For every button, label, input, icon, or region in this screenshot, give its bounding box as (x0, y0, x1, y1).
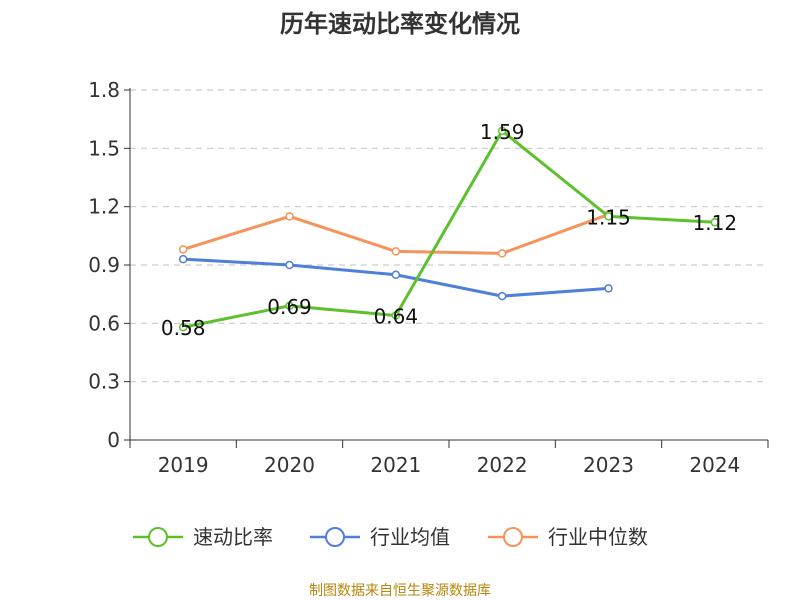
data-point[interactable] (285, 212, 294, 221)
data-point[interactable] (604, 284, 613, 293)
data-label: 1.59 (480, 120, 525, 144)
chart-title: 历年速动比率变化情况 (280, 10, 520, 38)
data-point[interactable] (391, 311, 401, 320)
legend-marker (148, 527, 168, 547)
data-point[interactable] (497, 249, 507, 258)
legend[interactable]: 速动比率 行业均值 行业中位数 (133, 525, 648, 549)
y-tick-label: 1.8 (88, 78, 120, 102)
data-point[interactable] (285, 260, 294, 270)
x-tick-label: 2019 (158, 453, 209, 477)
data-point[interactable] (497, 126, 507, 136)
data-label: 0.64 (374, 305, 419, 329)
legend-marker (325, 527, 345, 547)
axes: 0 0.3 0.6 0.9 1.2 1.5 1.8 2019 2020 2021 2022 2023 2… (88, 78, 769, 477)
data-labels: 0.58 0.69 0.64 1.59 1.15 1.12 (161, 120, 737, 340)
legend-marker (503, 527, 523, 547)
data-label: 1.15 (586, 205, 631, 229)
series-group (178, 126, 720, 332)
x-tick-label: 2023 (583, 453, 634, 477)
data-label: 0.58 (161, 316, 206, 340)
data-point[interactable] (178, 254, 188, 264)
x-tick-label: 2021 (370, 453, 421, 477)
y-tick-label: 0.9 (88, 253, 120, 277)
data-point[interactable] (604, 212, 613, 221)
y-tick-label: 1.5 (88, 136, 120, 160)
legend-label[interactable]: 行业均值 (370, 525, 450, 549)
gridlines (130, 89, 768, 383)
y-tick-label: 0.6 (88, 311, 120, 335)
x-tick-label: 2024 (689, 453, 740, 477)
data-point[interactable] (285, 301, 294, 311)
series-line (182, 129, 715, 329)
data-point[interactable] (391, 247, 401, 256)
legend-label[interactable]: 行业中位数 (548, 525, 648, 549)
data-label: 1.12 (693, 211, 738, 235)
data-point[interactable] (391, 270, 401, 279)
legend-label[interactable]: 速动比率 (193, 525, 273, 549)
y-tick-label: 0 (107, 428, 120, 452)
data-label: 0.69 (267, 295, 312, 319)
data-point[interactable] (497, 291, 507, 301)
x-tick-label: 2022 (477, 453, 528, 477)
y-tick-label: 0.3 (88, 370, 120, 394)
x-tick-label: 2020 (264, 453, 315, 477)
data-point[interactable] (178, 322, 188, 332)
y-tick-label: 1.2 (88, 195, 120, 219)
data-point[interactable] (710, 217, 720, 227)
source-note: 制图数据来自恒生聚源数据库 (309, 583, 491, 599)
data-point[interactable] (178, 245, 188, 254)
